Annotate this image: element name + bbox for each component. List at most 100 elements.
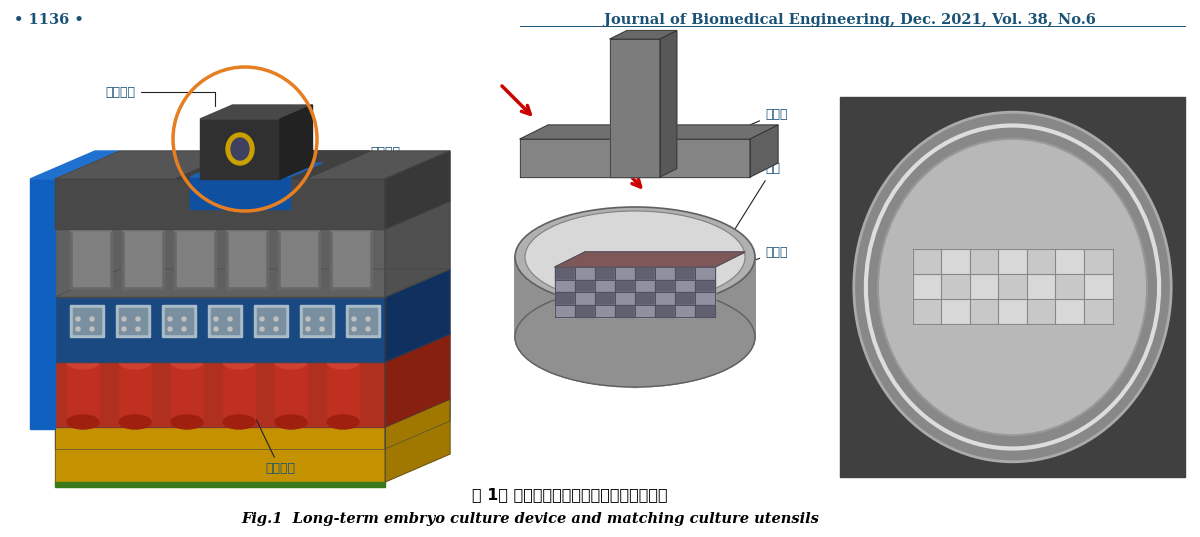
Polygon shape bbox=[749, 270, 751, 353]
Polygon shape bbox=[577, 301, 582, 382]
Bar bbox=[73, 308, 101, 334]
Circle shape bbox=[306, 317, 310, 321]
Circle shape bbox=[182, 327, 186, 331]
Bar bbox=[1056, 274, 1084, 299]
Bar bbox=[211, 308, 239, 334]
Bar bbox=[1027, 250, 1055, 273]
Ellipse shape bbox=[326, 355, 359, 369]
Polygon shape bbox=[588, 303, 594, 384]
Polygon shape bbox=[682, 302, 688, 383]
Circle shape bbox=[320, 317, 324, 321]
Circle shape bbox=[228, 317, 232, 321]
Bar bbox=[174, 229, 216, 289]
Circle shape bbox=[214, 327, 218, 331]
Polygon shape bbox=[554, 267, 715, 317]
Ellipse shape bbox=[275, 415, 307, 429]
Text: 液路模块: 液路模块 bbox=[347, 241, 400, 271]
Circle shape bbox=[228, 327, 232, 331]
Bar bbox=[674, 304, 695, 317]
Bar bbox=[635, 267, 655, 279]
Text: 光学模块: 光学模块 bbox=[106, 85, 215, 106]
Bar bbox=[942, 274, 970, 299]
Circle shape bbox=[136, 327, 140, 331]
Ellipse shape bbox=[275, 355, 307, 369]
Polygon shape bbox=[660, 31, 677, 177]
Bar bbox=[942, 250, 970, 273]
Bar bbox=[595, 304, 616, 317]
Polygon shape bbox=[560, 296, 566, 378]
Ellipse shape bbox=[70, 222, 112, 236]
Text: Journal of Biomedical Engineering, Dec. 2021, Vol. 38, No.6: Journal of Biomedical Engineering, Dec. … bbox=[604, 13, 1096, 27]
Polygon shape bbox=[200, 105, 312, 119]
Ellipse shape bbox=[67, 355, 98, 369]
Bar bbox=[226, 229, 268, 289]
Bar bbox=[913, 250, 941, 273]
Polygon shape bbox=[619, 307, 625, 387]
Circle shape bbox=[274, 327, 278, 331]
Circle shape bbox=[122, 317, 126, 321]
Polygon shape bbox=[520, 139, 750, 177]
Bar bbox=[695, 279, 715, 292]
Circle shape bbox=[90, 327, 94, 331]
Polygon shape bbox=[547, 291, 551, 373]
Bar bbox=[70, 305, 104, 337]
Polygon shape bbox=[523, 275, 526, 358]
Bar bbox=[674, 279, 695, 292]
Polygon shape bbox=[688, 301, 694, 382]
Bar bbox=[970, 274, 997, 299]
Polygon shape bbox=[566, 298, 571, 379]
Ellipse shape bbox=[526, 211, 745, 303]
Polygon shape bbox=[704, 296, 709, 378]
Circle shape bbox=[260, 317, 264, 321]
Bar bbox=[349, 308, 377, 334]
Text: 培占皿: 培占皿 bbox=[752, 245, 787, 261]
Bar bbox=[942, 300, 970, 323]
Polygon shape bbox=[520, 125, 778, 139]
Polygon shape bbox=[542, 289, 547, 371]
Polygon shape bbox=[55, 362, 385, 427]
Ellipse shape bbox=[172, 415, 203, 429]
Bar bbox=[970, 300, 997, 323]
Ellipse shape bbox=[174, 222, 216, 236]
Polygon shape bbox=[744, 275, 746, 358]
Polygon shape bbox=[650, 306, 658, 387]
Bar bbox=[300, 305, 334, 337]
Ellipse shape bbox=[515, 207, 755, 307]
Circle shape bbox=[90, 317, 94, 321]
Polygon shape bbox=[385, 334, 450, 427]
Polygon shape bbox=[55, 179, 385, 229]
Bar bbox=[172, 362, 203, 422]
Circle shape bbox=[306, 327, 310, 331]
Bar bbox=[346, 305, 380, 337]
Text: 培周模块: 培周模块 bbox=[328, 146, 400, 195]
Bar bbox=[575, 279, 595, 292]
Bar bbox=[616, 304, 635, 317]
Polygon shape bbox=[528, 280, 532, 362]
Text: 图 1　 胚胎长时程培周装置及配套培占器皿: 图 1 胚胎长时程培周装置及配套培占器皿 bbox=[472, 488, 668, 503]
Polygon shape bbox=[55, 427, 385, 482]
Polygon shape bbox=[582, 302, 588, 383]
Bar bbox=[970, 250, 997, 273]
Ellipse shape bbox=[119, 415, 151, 429]
Bar bbox=[695, 304, 715, 317]
Bar bbox=[655, 292, 674, 304]
Bar bbox=[1085, 250, 1112, 273]
Text: Fig.1  Long-term embryo culture device and matching culture utensils: Fig.1 Long-term embryo culture device an… bbox=[241, 512, 818, 526]
Bar bbox=[575, 304, 595, 317]
Circle shape bbox=[366, 317, 370, 321]
Polygon shape bbox=[724, 289, 727, 371]
Polygon shape bbox=[385, 201, 450, 297]
Bar bbox=[223, 362, 256, 422]
Bar bbox=[278, 229, 320, 289]
Polygon shape bbox=[734, 282, 738, 365]
Polygon shape bbox=[55, 427, 385, 449]
Circle shape bbox=[352, 317, 356, 321]
Bar bbox=[616, 267, 635, 279]
Bar bbox=[119, 362, 151, 422]
Bar bbox=[554, 279, 575, 292]
Circle shape bbox=[168, 317, 172, 321]
Bar bbox=[119, 308, 148, 334]
Polygon shape bbox=[385, 151, 450, 229]
Polygon shape bbox=[610, 39, 660, 177]
Bar bbox=[635, 279, 655, 292]
